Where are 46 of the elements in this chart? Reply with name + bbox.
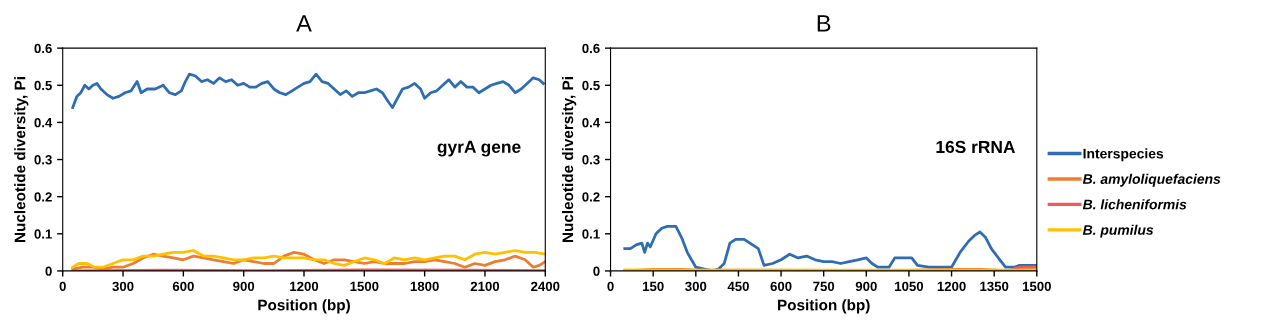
legend-label: B. licheniformis	[1082, 199, 1187, 210]
chart-title: B	[817, 15, 831, 32]
y-tick-label: 0.1	[34, 229, 52, 239]
y-tick-label: 0.5	[34, 80, 52, 91]
y-tick-label: 0.1	[582, 229, 600, 239]
x-tick-label: 300	[685, 281, 707, 292]
y-tick-label: 0.2	[34, 192, 52, 202]
x-tick-label: 1200	[937, 281, 966, 292]
legend-label: B. pumilus	[1082, 224, 1154, 238]
x-tick-label: 1050	[895, 281, 924, 292]
x-tick-label: 1500	[350, 281, 379, 292]
x-tick-label: 600	[172, 281, 194, 292]
x-tick-label: 600	[770, 281, 792, 292]
x-tick-label: 1350	[980, 281, 1009, 292]
x-tick-label: 2100	[470, 281, 500, 292]
y-tick-label: 0	[45, 266, 52, 276]
legend-label: Interspecies	[1083, 148, 1164, 162]
x-tick-label: 1800	[410, 281, 439, 292]
annotation: 16S rRNA	[936, 140, 1016, 154]
y-tick-label: 0.2	[582, 192, 600, 202]
y-tick-label: 0.3	[34, 155, 52, 165]
x-axis-title: Position (bp)	[258, 299, 350, 314]
x-tick-label: 1200	[290, 281, 319, 292]
y-tick-label: 0.4	[582, 117, 601, 128]
x-tick-label: 900	[233, 281, 255, 292]
x-tick-label: 0	[607, 281, 614, 292]
y-axis-title: Nucleotide diversity, Pi	[14, 77, 29, 242]
x-tick-label: 900	[855, 281, 877, 292]
x-tick-label: 450	[727, 281, 749, 292]
y-axis-title: Nucleotide diversity, Pi	[562, 77, 577, 242]
annotation: gyrA gene	[437, 140, 521, 157]
x-tick-label: 150	[643, 281, 664, 292]
x-axis-title: Position (bp)	[778, 299, 870, 314]
x-tick-label: 1500	[1022, 281, 1051, 292]
x-tick-label: 2400	[531, 281, 560, 292]
x-tick-label: 0	[59, 281, 66, 292]
y-tick-label: 0.4	[34, 117, 53, 128]
x-tick-label: 300	[112, 281, 134, 292]
y-tick-label: 0	[593, 266, 600, 276]
y-tick-label: 0.3	[582, 155, 600, 165]
legend-label: B. amyloliquefaciens	[1082, 173, 1221, 187]
y-tick-label: 0.6	[34, 43, 52, 54]
chart-title: A	[296, 15, 312, 32]
x-tick-label: 750	[813, 281, 835, 292]
y-tick-label: 0.6	[582, 43, 600, 54]
y-tick-label: 0.5	[582, 80, 600, 91]
